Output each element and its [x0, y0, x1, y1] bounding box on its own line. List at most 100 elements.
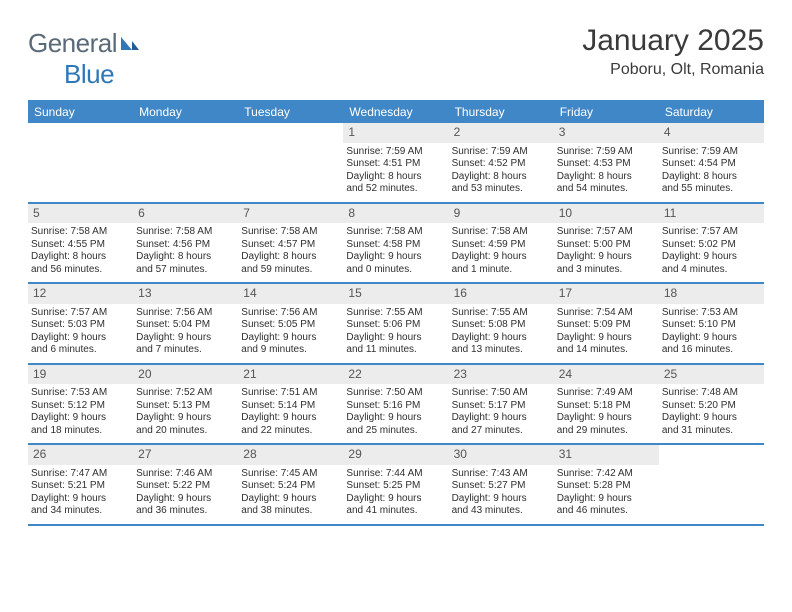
- day-info-line: Sunset: 5:06 PM: [346, 319, 445, 332]
- day-info-line: Daylight: 9 hours: [452, 493, 551, 506]
- day-cell: 10Sunrise: 7:57 AMSunset: 5:00 PMDayligh…: [554, 204, 659, 283]
- day-cell: [28, 123, 133, 202]
- day-info-line: Daylight: 9 hours: [241, 332, 340, 345]
- title-block: January 2025 Poboru, Olt, Romania: [582, 24, 764, 81]
- day-number-bar: 20: [133, 365, 238, 385]
- day-info-line: and 38 minutes.: [241, 505, 340, 518]
- day-number: 11: [664, 206, 676, 220]
- day-number: 4: [664, 125, 671, 139]
- day-cell: 7Sunrise: 7:58 AMSunset: 4:57 PMDaylight…: [238, 204, 343, 283]
- day-cell: 22Sunrise: 7:50 AMSunset: 5:16 PMDayligh…: [343, 365, 448, 444]
- day-info-line: Daylight: 9 hours: [346, 251, 445, 264]
- day-info-line: and 57 minutes.: [136, 264, 235, 277]
- day-cell: 6Sunrise: 7:58 AMSunset: 4:56 PMDaylight…: [133, 204, 238, 283]
- day-number: 6: [138, 206, 145, 220]
- day-cell: 31Sunrise: 7:42 AMSunset: 5:28 PMDayligh…: [554, 445, 659, 524]
- day-number: 8: [348, 206, 355, 220]
- day-cell: 28Sunrise: 7:45 AMSunset: 5:24 PMDayligh…: [238, 445, 343, 524]
- day-number-bar: 31: [554, 445, 659, 465]
- day-info-line: Sunset: 5:20 PM: [662, 400, 761, 413]
- day-info-line: Sunset: 5:27 PM: [452, 480, 551, 493]
- day-number-bar: 13: [133, 284, 238, 304]
- day-cell: [133, 123, 238, 202]
- day-info-line: Sunset: 5:05 PM: [241, 319, 340, 332]
- month-title: January 2025: [582, 24, 764, 57]
- day-info-line: and 46 minutes.: [557, 505, 656, 518]
- day-number: 19: [33, 367, 46, 381]
- day-cell: 16Sunrise: 7:55 AMSunset: 5:08 PMDayligh…: [449, 284, 554, 363]
- day-info-line: Daylight: 9 hours: [346, 493, 445, 506]
- day-cell: 17Sunrise: 7:54 AMSunset: 5:09 PMDayligh…: [554, 284, 659, 363]
- day-info-line: Sunrise: 7:57 AM: [557, 226, 656, 239]
- weekday-header-row: Sunday Monday Tuesday Wednesday Thursday…: [28, 100, 764, 123]
- day-cell: 26Sunrise: 7:47 AMSunset: 5:21 PMDayligh…: [28, 445, 133, 524]
- day-number-bar: 26: [28, 445, 133, 465]
- day-info-line: Sunset: 4:51 PM: [346, 158, 445, 171]
- day-info-line: Sunset: 5:22 PM: [136, 480, 235, 493]
- day-number: 31: [559, 447, 572, 461]
- day-info-line: Sunrise: 7:45 AM: [241, 468, 340, 481]
- day-cell: 19Sunrise: 7:53 AMSunset: 5:12 PMDayligh…: [28, 365, 133, 444]
- day-info-line: Sunset: 5:17 PM: [452, 400, 551, 413]
- day-cell: 25Sunrise: 7:48 AMSunset: 5:20 PMDayligh…: [659, 365, 764, 444]
- day-info-line: Daylight: 9 hours: [31, 412, 130, 425]
- day-info-line: Sunset: 4:58 PM: [346, 239, 445, 252]
- day-info-line: Sunrise: 7:59 AM: [662, 146, 761, 159]
- day-info-line: and 16 minutes.: [662, 344, 761, 357]
- day-cell: 11Sunrise: 7:57 AMSunset: 5:02 PMDayligh…: [659, 204, 764, 283]
- day-info-line: Daylight: 8 hours: [31, 251, 130, 264]
- day-info-line: Sunset: 5:08 PM: [452, 319, 551, 332]
- day-info-line: Sunrise: 7:55 AM: [452, 307, 551, 320]
- day-info-line: and 1 minute.: [452, 264, 551, 277]
- day-info-line: Sunrise: 7:57 AM: [662, 226, 761, 239]
- day-info-line: and 56 minutes.: [31, 264, 130, 277]
- day-info-line: and 22 minutes.: [241, 425, 340, 438]
- day-number-bar: 2: [449, 123, 554, 143]
- day-info-line: Sunset: 5:18 PM: [557, 400, 656, 413]
- day-cell: 4 Sunrise: 7:59 AMSunset: 4:54 PMDaylight…: [659, 123, 764, 202]
- day-cell: 13Sunrise: 7:56 AMSunset: 5:04 PMDayligh…: [133, 284, 238, 363]
- day-info-line: and 9 minutes.: [241, 344, 340, 357]
- day-info-line: Sunrise: 7:59 AM: [452, 146, 551, 159]
- day-info-line: Sunrise: 7:44 AM: [346, 468, 445, 481]
- brand-sail-icon: [119, 28, 141, 59]
- day-info-line: Sunrise: 7:59 AM: [557, 146, 656, 159]
- day-info-line: Sunrise: 7:59 AM: [346, 146, 445, 159]
- day-info-line: Sunset: 5:25 PM: [346, 480, 445, 493]
- day-info-line: and 54 minutes.: [557, 183, 656, 196]
- day-info-line: Sunrise: 7:51 AM: [241, 387, 340, 400]
- day-number: 7: [243, 206, 250, 220]
- day-info-line: Sunset: 5:12 PM: [31, 400, 130, 413]
- day-info-line: and 20 minutes.: [136, 425, 235, 438]
- day-info-line: Sunset: 4:56 PM: [136, 239, 235, 252]
- day-info-line: Sunset: 5:28 PM: [557, 480, 656, 493]
- page: GeneralBlue January 2025 Poboru, Olt, Ro…: [0, 0, 792, 550]
- day-info-line: Daylight: 8 hours: [662, 171, 761, 184]
- day-info-line: Sunset: 5:04 PM: [136, 319, 235, 332]
- day-number-bar: 7: [238, 204, 343, 224]
- day-info-line: Sunrise: 7:55 AM: [346, 307, 445, 320]
- day-cell: 15Sunrise: 7:55 AMSunset: 5:06 PMDayligh…: [343, 284, 448, 363]
- day-number-bar: 12: [28, 284, 133, 304]
- day-cell: 27Sunrise: 7:46 AMSunset: 5:22 PMDayligh…: [133, 445, 238, 524]
- day-info-line: Daylight: 9 hours: [452, 412, 551, 425]
- weekday-header: Wednesday: [343, 100, 448, 123]
- day-number-bar: 15: [343, 284, 448, 304]
- day-info-line: Daylight: 8 hours: [241, 251, 340, 264]
- day-info-line: and 43 minutes.: [452, 505, 551, 518]
- day-number: 26: [33, 447, 46, 461]
- day-number-bar: 3: [554, 123, 659, 143]
- day-info-line: Daylight: 9 hours: [31, 493, 130, 506]
- day-info-line: Sunset: 4:55 PM: [31, 239, 130, 252]
- day-info-line: and 6 minutes.: [31, 344, 130, 357]
- day-info-line: Sunrise: 7:58 AM: [452, 226, 551, 239]
- day-info-line: Sunset: 4:54 PM: [662, 158, 761, 171]
- week-row: 19Sunrise: 7:53 AMSunset: 5:12 PMDayligh…: [28, 365, 764, 446]
- day-number-bar: 6: [133, 204, 238, 224]
- day-info-line: Sunrise: 7:58 AM: [136, 226, 235, 239]
- day-info-line: Daylight: 9 hours: [136, 332, 235, 345]
- day-info-line: Sunrise: 7:46 AM: [136, 468, 235, 481]
- day-cell: 1Sunrise: 7:59 AMSunset: 4:51 PMDaylight…: [343, 123, 448, 202]
- day-cell: 14Sunrise: 7:56 AMSunset: 5:05 PMDayligh…: [238, 284, 343, 363]
- location: Poboru, Olt, Romania: [610, 61, 764, 81]
